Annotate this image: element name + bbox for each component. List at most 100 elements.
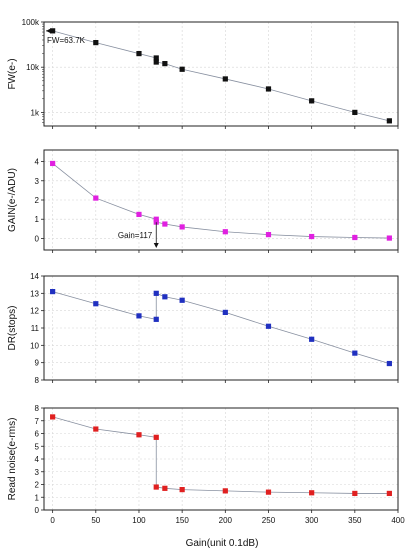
data-point [309,98,315,104]
data-point [93,195,99,201]
data-point [179,66,185,72]
y-tick-label: 100k [22,18,40,27]
panel-3: 8 9 10 11 12 13 14 DR(stops) [7,272,399,385]
y-tick-label: 3 [35,177,40,186]
y-tick-label: 13 [30,289,39,298]
data-point [50,28,56,34]
data-point [136,313,142,319]
y-tick-label: 7 [35,417,40,426]
y-tick-label: 2 [35,481,40,490]
data-point [93,301,99,307]
annotation-label: FW=63.7K [47,36,86,45]
data-point [386,118,392,124]
plot-frame [43,21,399,127]
y-tick-label: 2 [35,196,40,205]
y-tick-label: 8 [35,404,40,413]
series-line [52,163,390,239]
data-point [265,323,272,329]
y-tick-label: 1k [31,108,40,117]
y-tick-label: 9 [35,359,40,368]
y-tick-label: 5 [35,442,40,451]
y-tick-label: 4 [35,455,40,464]
data-point [153,434,159,440]
data-point [153,216,159,222]
data-point [265,232,272,238]
data-point [136,432,142,438]
data-point [50,414,56,420]
data-point [222,229,228,235]
y-tick-label: 8 [35,376,40,385]
data-point [162,485,168,491]
data-point [50,160,56,167]
panel-4: 0 1 2 3 4 5 6 7 8 Read noise(e-rms) [7,404,399,515]
y-tick-label: 1 [35,215,40,224]
panel-2: 0 1 2 3 4 GAIN(e-/ADU) Gain=117 [7,149,399,253]
y-tick-label: 0 [35,234,40,243]
data-point [153,290,159,296]
data-point [265,489,272,495]
data-point [50,289,56,295]
y-tick-label: 3 [35,468,40,477]
data-point [386,490,392,497]
y-tick-label: 10 [30,341,39,350]
y-axis-label: FW(e-) [7,58,18,89]
x-tick-label: 0 [50,516,55,525]
data-point [222,76,228,82]
y-tick-label: 14 [30,272,39,281]
data-point [136,50,142,57]
series-line [52,30,390,122]
annotation-arrowhead [153,243,159,248]
data-point [309,336,315,342]
panel-1: 1k 10k 100k FW(e-) FW=63.7K [7,18,399,129]
data-point [352,350,358,356]
data-point [179,224,185,230]
x-tick-label: 200 [219,516,233,525]
data-point [265,86,272,92]
y-axis-label: Read noise(e-rms) [7,418,18,501]
series-line [52,291,390,364]
annotation-label: Gain=117 [118,231,153,240]
data-point [309,490,315,496]
data-point [386,360,392,367]
data-point [386,235,392,241]
data-point [136,211,142,218]
y-tick-label: 0 [35,506,40,515]
data-point [352,109,358,115]
y-tick-label: 10k [26,63,40,72]
data-point [162,221,168,227]
data-point [179,487,185,493]
x-axis-label: Gain(unit 0.1dB) [186,538,259,549]
y-axis-label: DR(stops) [7,305,18,350]
y-tick-label: 1 [35,493,40,502]
data-point [153,219,159,225]
y-tick-label: 11 [31,324,40,333]
data-point [93,40,99,46]
annotation-arrowhead [46,28,51,34]
data-point [162,61,168,67]
data-point [153,316,159,322]
y-axis-label: GAIN(e-/ADU) [7,168,18,232]
data-point [222,309,228,315]
y-tick-label: 12 [30,307,39,316]
y-tick-label: 4 [35,158,40,167]
data-point [222,488,228,494]
x-tick-label: 300 [305,516,319,525]
x-tick-label: 50 [91,516,100,525]
data-point [153,59,159,65]
data-point [93,426,99,432]
x-tick-label: 100 [132,516,146,525]
data-point [153,484,159,490]
x-tick-label: 250 [262,516,276,525]
data-point [352,490,358,497]
x-tick-label: 150 [175,516,189,525]
data-point [153,55,159,61]
series-line [52,416,390,494]
x-tick-label: 350 [348,516,362,525]
data-point [162,294,168,300]
y-tick-label: 6 [35,430,40,439]
x-tick-label: 400 [391,516,405,525]
data-point [179,297,185,303]
data-point [309,233,315,240]
data-point [352,234,358,241]
